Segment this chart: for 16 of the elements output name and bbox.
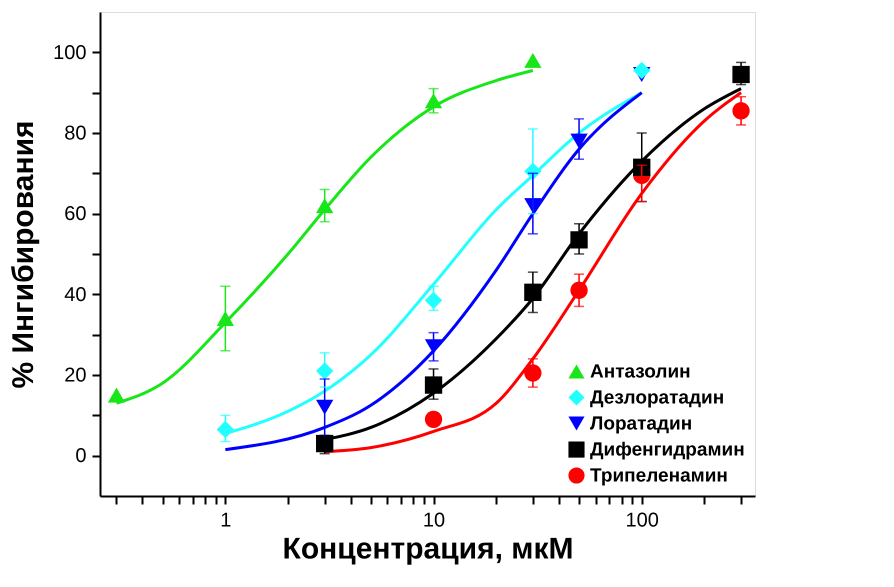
- y-tick-label: 80: [64, 122, 86, 144]
- y-tick-label: 20: [64, 364, 86, 386]
- legend-label: Дезлоратадин: [590, 388, 724, 408]
- legend-label: Трипеленамин: [590, 466, 728, 486]
- y-tick-label: 0: [75, 445, 86, 468]
- y-axis-title: % Ингибирования: [7, 120, 40, 389]
- y-tick-label: 40: [64, 284, 86, 306]
- y-tick-label: 60: [64, 203, 86, 226]
- x-tick-label: 10: [422, 510, 446, 532]
- y-tick-label: 100: [53, 42, 86, 64]
- x-tick-label: 1: [220, 510, 232, 532]
- x-tick-label: 100: [626, 510, 659, 532]
- legend-label: Лоратадин: [590, 414, 692, 434]
- legend-label: Антазолин: [590, 362, 691, 382]
- x-axis-title: Концентрация, мкМ: [282, 532, 574, 566]
- legend-label: Дифенгидрамин: [590, 440, 745, 460]
